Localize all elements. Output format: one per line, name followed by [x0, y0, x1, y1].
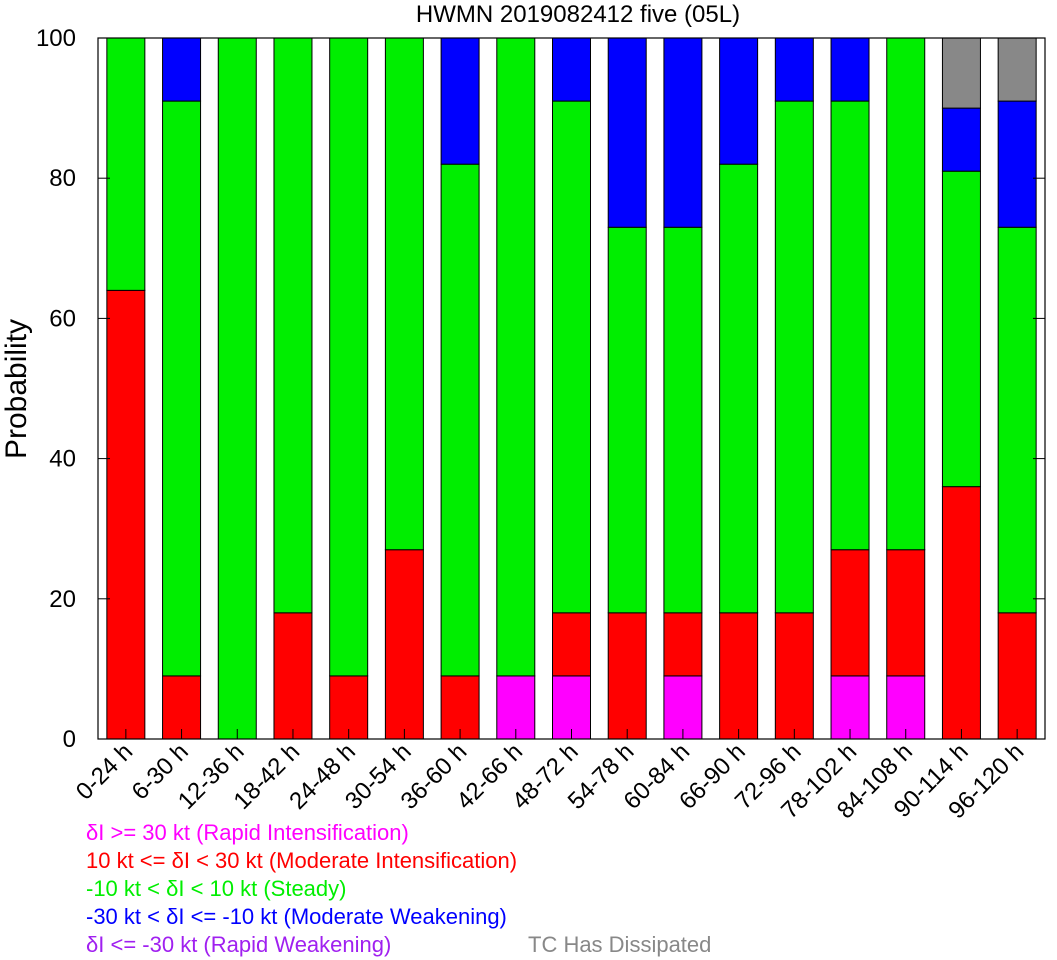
bar-segment-18-42-h-10-kt-di-30-kt-moderate-: [273, 612, 313, 740]
legend-steady: -10 kt < δI < 10 kt (Steady): [86, 876, 347, 901]
bar-segment-48-72-h-10-kt-di-10-kt-steady: [552, 100, 591, 614]
legend-moderate-weakening: -30 kt < δI <= -10 kt (Moderate Weakenin…: [86, 904, 507, 929]
legend-rapid-weakening: δI <= -30 kt (Rapid Weakening): [86, 932, 392, 957]
bar-segment-48-72-h-30-kt-di-10-kt-moderate-: [552, 37, 591, 102]
bar-segment-18-42-h-10-kt-di-10-kt-steady: [273, 37, 313, 614]
bar-segment-78-102-h-30-kt-di-10-kt-moderate-: [830, 37, 870, 102]
y-tick-label-20: 20: [49, 586, 76, 613]
bar-segment-66-90-h-10-kt-di-30-kt-moderate-: [719, 612, 759, 740]
legend-moderate-intensification: 10 kt <= δI < 30 kt (Moderate Intensific…: [86, 848, 518, 873]
bar-segment-60-84-h-10-kt-di-10-kt-steady: [663, 226, 703, 614]
bar-segment-72-96-h-30-kt-di-10-kt-moderate-: [774, 37, 814, 102]
bar-segment-90-114-h-30-kt-di-10-kt-moderate-: [941, 107, 981, 172]
bar-segment-36-60-h-10-kt-di-10-kt-steady: [440, 163, 480, 677]
bar-segment-24-48-h-10-kt-di-10-kt-steady: [329, 37, 369, 677]
bar-segment-6-30-h-30-kt-di-10-kt-moderate-: [162, 37, 202, 102]
y-tick-label-80: 80: [49, 165, 76, 192]
bar-segment-84-108-h-di-30-kt-rapid-intensifi: [886, 675, 926, 740]
x-tick-label-0-24-h: 0-24 h: [71, 738, 138, 805]
bar-segment-60-84-h-10-kt-di-30-kt-moderate-: [663, 612, 703, 677]
bar-segment-54-78-h-30-kt-di-10-kt-moderate-: [607, 37, 647, 228]
legend-rapid-intensification: δI >= 30 kt (Rapid Intensification): [86, 820, 409, 845]
bar-segment-84-108-h-10-kt-di-10-kt-steady: [886, 37, 926, 551]
bar-segment-90-114-h-10-kt-di-30-kt-moderate-: [941, 486, 981, 740]
bar-segment-54-78-h-10-kt-di-10-kt-steady: [607, 226, 647, 614]
bar-segment-84-108-h-10-kt-di-30-kt-moderate-: [886, 549, 926, 677]
bar-segment-6-30-h-10-kt-di-10-kt-steady: [162, 100, 202, 677]
bar-segment-96-120-h-30-kt-di-10-kt-moderate-: [997, 100, 1037, 228]
y-tick-label-0: 0: [63, 726, 76, 753]
bar-segment-78-102-h-10-kt-di-30-kt-moderate-: [830, 549, 870, 677]
bar-segment-12-36-h-10-kt-di-10-kt-steady: [217, 37, 257, 740]
bar-segment-96-120-h-10-kt-di-30-kt-moderate-: [997, 612, 1037, 740]
bar-segment-96-120-h-10-kt-di-10-kt-steady: [997, 226, 1037, 614]
bar-segment-66-90-h-10-kt-di-10-kt-steady: [719, 163, 759, 614]
bar-segment-66-90-h-30-kt-di-10-kt-moderate-: [719, 37, 759, 165]
bar-segment-30-54-h-10-kt-di-10-kt-steady: [384, 37, 424, 551]
y-tick-label-60: 60: [49, 305, 76, 332]
bar-segment-36-60-h-30-kt-di-10-kt-moderate-: [440, 37, 480, 165]
bar-segment-6-30-h-10-kt-di-30-kt-moderate-: [162, 675, 202, 740]
bar-segment-42-66-h-di-30-kt-rapid-intensifi: [496, 675, 536, 740]
bar-segment-60-84-h-di-30-kt-rapid-intensifi: [663, 675, 703, 740]
bar-segment-72-96-h-10-kt-di-10-kt-steady: [774, 100, 814, 614]
legend-dissipated: TC Has Dissipated: [528, 932, 712, 957]
bar-segment-72-96-h-10-kt-di-30-kt-moderate-: [774, 612, 814, 740]
bar-segment-54-78-h-10-kt-di-30-kt-moderate-: [607, 612, 647, 740]
bar-segment-48-72-h-10-kt-di-30-kt-moderate-: [552, 612, 591, 677]
bar-segment-0-24-h-10-kt-di-10-kt-steady: [106, 37, 146, 291]
bar-segment-96-120-h-tc-has-dissipated: [997, 37, 1037, 102]
bar-segment-78-102-h-10-kt-di-10-kt-steady: [830, 100, 870, 551]
bar-segment-90-114-h-tc-has-dissipated: [941, 37, 981, 109]
chart-title: HWMN 2019082412 five (05L): [416, 1, 740, 28]
bar-segment-0-24-h-10-kt-di-30-kt-moderate-: [106, 289, 146, 740]
y-axis-label: Probability: [0, 319, 33, 459]
bar-segment-30-54-h-10-kt-di-30-kt-moderate-: [384, 549, 424, 740]
y-tick-label-40: 40: [49, 446, 76, 473]
y-tick-label-100: 100: [36, 25, 76, 52]
bar-segment-24-48-h-10-kt-di-30-kt-moderate-: [329, 675, 369, 740]
bar-segment-90-114-h-10-kt-di-10-kt-steady: [941, 170, 981, 488]
bar-segment-60-84-h-30-kt-di-10-kt-moderate-: [663, 37, 703, 228]
bar-segment-42-66-h-10-kt-di-10-kt-steady: [496, 37, 536, 677]
